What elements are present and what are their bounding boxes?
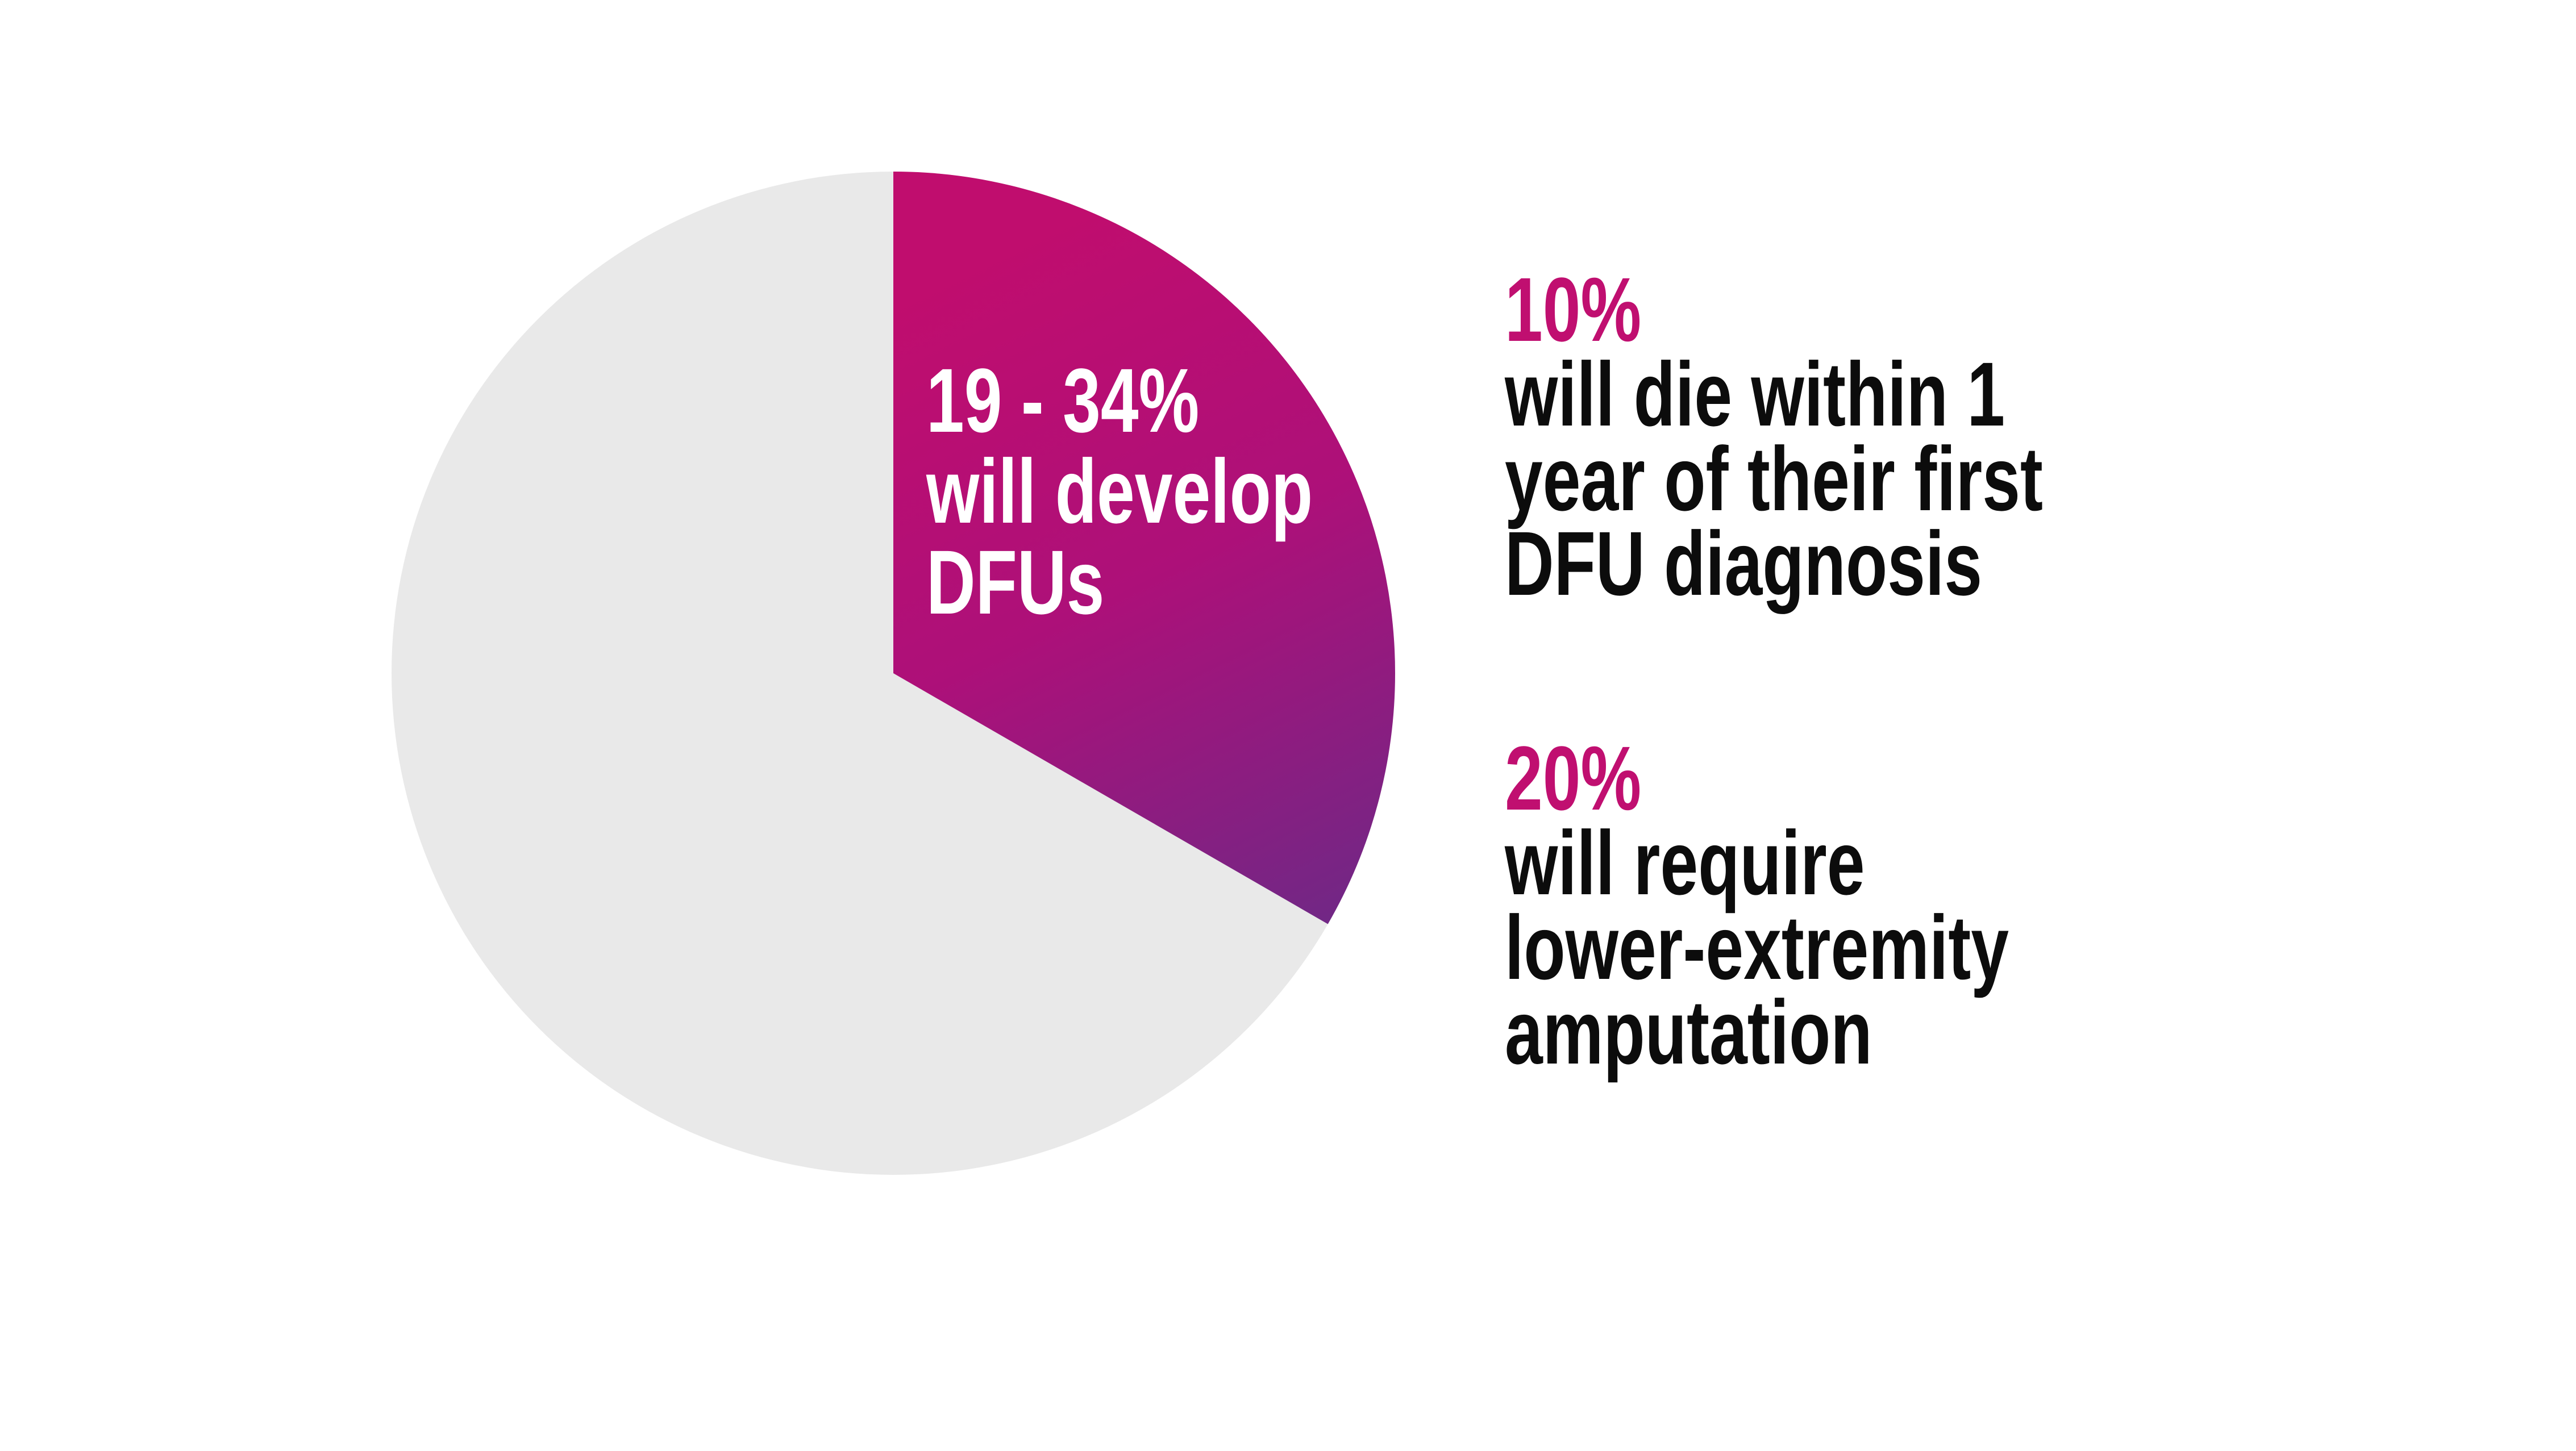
stat-line: lower-extremity (1505, 897, 2009, 998)
pie-slice-dfu (893, 172, 1395, 924)
stat-block-mortality: 10% will die within 1 year of their firs… (1505, 258, 2043, 614)
stat-line: will die within 1 (1505, 343, 2005, 445)
pie-slice-label-line: DFUs (926, 531, 1105, 633)
stat-line: amputation (1505, 981, 1872, 1083)
stat-block-amputation: 20% will require lower-extremity amputat… (1505, 727, 2009, 1083)
stat-line: will require (1505, 812, 1865, 914)
stat-value: 10% (1505, 258, 1642, 360)
pie-slice-label-line: 19 - 34% (926, 349, 1200, 451)
stat-line: year of their first (1505, 428, 2043, 529)
pie-slice-label: 19 - 34% will develop DFUs (926, 355, 1313, 628)
pie-slice-label-line: will develop (926, 440, 1313, 542)
stat-line: DFU diagnosis (1505, 512, 1983, 614)
stat-value: 20% (1505, 727, 1642, 829)
